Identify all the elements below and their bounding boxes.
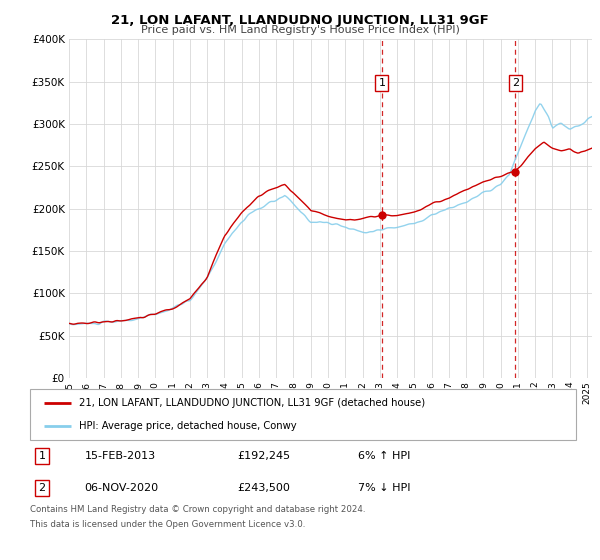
Text: 2: 2: [512, 78, 519, 88]
Text: 6% ↑ HPI: 6% ↑ HPI: [358, 451, 410, 461]
Text: 21, LON LAFANT, LLANDUDNO JUNCTION, LL31 9GF (detached house): 21, LON LAFANT, LLANDUDNO JUNCTION, LL31…: [79, 398, 425, 408]
Text: £192,245: £192,245: [238, 451, 290, 461]
Text: 06-NOV-2020: 06-NOV-2020: [85, 483, 159, 493]
Text: Price paid vs. HM Land Registry's House Price Index (HPI): Price paid vs. HM Land Registry's House …: [140, 25, 460, 35]
Text: 1: 1: [38, 451, 46, 461]
Text: £243,500: £243,500: [238, 483, 290, 493]
Text: 2: 2: [38, 483, 46, 493]
Text: Contains HM Land Registry data © Crown copyright and database right 2024.: Contains HM Land Registry data © Crown c…: [30, 505, 365, 514]
Text: 15-FEB-2013: 15-FEB-2013: [85, 451, 156, 461]
Text: 7% ↓ HPI: 7% ↓ HPI: [358, 483, 410, 493]
Text: 1: 1: [379, 78, 385, 88]
Text: 21, LON LAFANT, LLANDUDNO JUNCTION, LL31 9GF: 21, LON LAFANT, LLANDUDNO JUNCTION, LL31…: [111, 14, 489, 27]
Text: HPI: Average price, detached house, Conwy: HPI: Average price, detached house, Conw…: [79, 421, 297, 431]
Text: This data is licensed under the Open Government Licence v3.0.: This data is licensed under the Open Gov…: [30, 520, 305, 529]
